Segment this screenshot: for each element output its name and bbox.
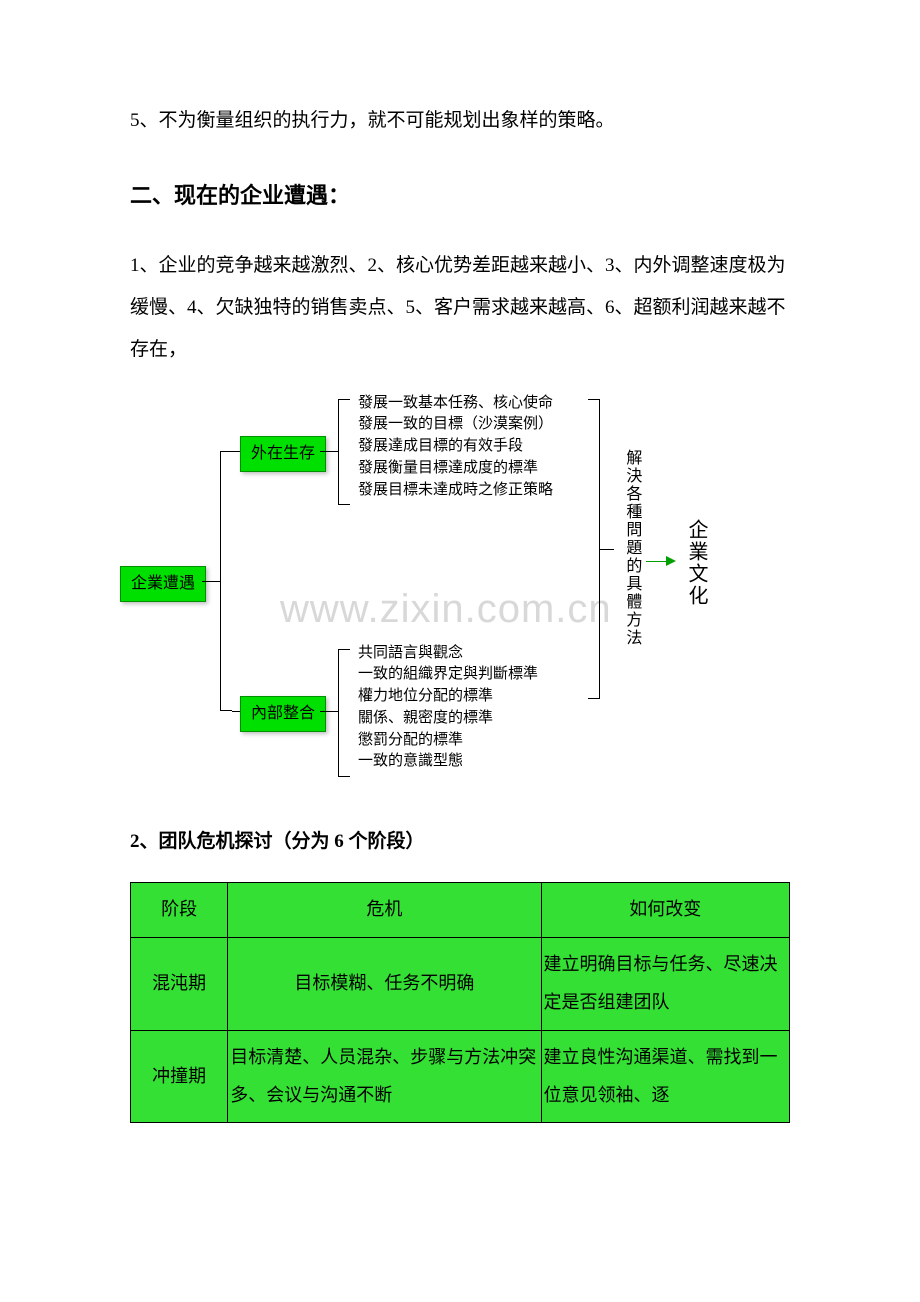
subheading-team-crisis: 2、团队危机探讨（分为 6 个阶段） [130, 821, 790, 863]
diagram-branch2-box: 內部整合 [240, 696, 326, 732]
bracket-root [220, 451, 232, 711]
diagram-root-box: 企業遭遇 [120, 566, 206, 602]
crisis-stages-table: 阶段 危机 如何改变 混沌期 目标模糊、任务不明确 建立明确目标与任务、尽速决定… [130, 882, 790, 1123]
final-label: 企業文化 [682, 519, 710, 607]
b2-i4: 關係、親密度的標準 [358, 708, 538, 730]
paragraph-enterprise-issues: 1、企业的竞争越来越激烈、2、核心优势差距越来越小、3、内外调整速度极为缓慢、4… [130, 245, 790, 370]
enterprise-diagram: www.zixin.com.cn 企業遭遇 外在生存 發展一致基本任務、核心使命… [120, 391, 780, 791]
arrow-line [646, 561, 666, 562]
watermark-text: www.zixin.com.cn [280, 581, 612, 637]
th-change: 如何改变 [541, 883, 790, 938]
intro-line: 5、不为衡量组织的执行力，就不可能规划出象样的策略。 [130, 100, 790, 142]
connector-b2a [232, 711, 240, 712]
th-stage: 阶段 [131, 883, 228, 938]
rcol-label: 解決各種問題的具體方法 [620, 449, 642, 647]
b1-i2: 發展一致的目標（沙漠案例） [358, 414, 553, 436]
b2-i1: 共同語言與觀念 [358, 643, 538, 665]
connector-b1b [320, 451, 338, 452]
connector-b2b [320, 711, 338, 712]
table-row: 冲撞期 目标清楚、人员混杂、步骤与方法冲突多、会议与沟通不断 建立良性沟通渠道、… [131, 1030, 790, 1123]
section-heading-2: 二、现在的企业遭遇： [130, 172, 790, 220]
b2-i3: 權力地位分配的標準 [358, 686, 538, 708]
b1-i4: 發展衡量目標達成度的標準 [358, 458, 553, 480]
branch1-items: 發展一致基本任務、核心使命 發展一致的目標（沙漠案例） 發展達成目標的有效手段 … [358, 393, 553, 502]
diagram-branch1-box: 外在生存 [240, 436, 326, 472]
arrow-head-icon [666, 556, 676, 566]
cell-r2c1: 冲撞期 [131, 1030, 228, 1123]
b1-i5: 發展目標未達成時之修正策略 [358, 480, 553, 502]
b2-i6: 一致的意識型態 [358, 751, 538, 773]
b2-i2: 一致的組織界定與判斷標準 [358, 664, 538, 686]
bracket-right-collect [588, 399, 600, 699]
cell-r1c1: 混沌期 [131, 938, 228, 1031]
cell-r1c2: 目标模糊、任务不明确 [228, 938, 541, 1031]
bracket-branch1 [338, 399, 350, 505]
connector-b1a [232, 451, 240, 452]
cell-r2c3: 建立良性沟通渠道、需找到一位意见领袖、逐 [541, 1030, 790, 1123]
cell-r1c3: 建立明确目标与任务、尽速决定是否组建团队 [541, 938, 790, 1031]
th-crisis: 危机 [228, 883, 541, 938]
table-header-row: 阶段 危机 如何改变 [131, 883, 790, 938]
table-row: 混沌期 目标模糊、任务不明确 建立明确目标与任务、尽速决定是否组建团队 [131, 938, 790, 1031]
cell-r2c2: 目标清楚、人员混杂、步骤与方法冲突多、会议与沟通不断 [228, 1030, 541, 1123]
bracket-branch2 [338, 649, 350, 777]
branch2-items: 共同語言與觀念 一致的組織界定與判斷標準 權力地位分配的標準 關係、親密度的標準… [358, 643, 538, 774]
b1-i1: 發展一致基本任務、核心使命 [358, 393, 553, 415]
b1-i3: 發展達成目標的有效手段 [358, 436, 553, 458]
connector-rcol [600, 549, 614, 550]
connector-root [202, 581, 220, 582]
b2-i5: 懲罰分配的標準 [358, 730, 538, 752]
